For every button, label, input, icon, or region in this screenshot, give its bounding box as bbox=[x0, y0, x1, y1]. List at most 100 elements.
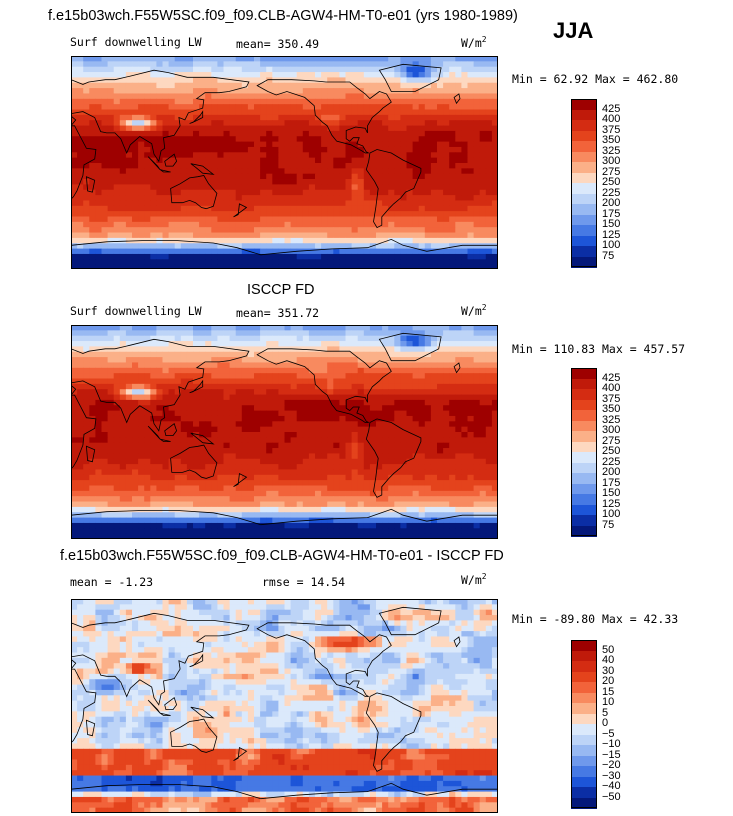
field-cell bbox=[156, 437, 163, 444]
field-cell bbox=[205, 109, 212, 116]
field-cell bbox=[308, 72, 316, 78]
field-cell bbox=[412, 474, 420, 481]
field-cell bbox=[241, 152, 249, 159]
field-cell bbox=[119, 259, 127, 266]
field-cell bbox=[138, 243, 145, 249]
field-cell bbox=[406, 163, 413, 169]
field-cell bbox=[406, 104, 413, 110]
field-cell bbox=[260, 173, 267, 180]
field-cell bbox=[107, 88, 115, 94]
field-cell bbox=[290, 168, 298, 175]
field-cell bbox=[467, 453, 474, 460]
field-cell bbox=[211, 248, 218, 255]
field-cell bbox=[296, 469, 304, 476]
field-cell bbox=[284, 383, 291, 390]
field-cell bbox=[485, 237, 493, 244]
field-cell bbox=[119, 173, 127, 180]
field-cell bbox=[467, 168, 474, 175]
field-cell bbox=[235, 237, 243, 244]
field-cell bbox=[308, 426, 316, 433]
field-cell bbox=[412, 104, 420, 110]
field-cell bbox=[345, 259, 352, 266]
field-cell bbox=[223, 146, 230, 153]
field-cell bbox=[241, 474, 249, 481]
field-cell bbox=[296, 399, 304, 406]
field-cell bbox=[345, 448, 352, 454]
field-cell bbox=[467, 179, 474, 185]
field-cell bbox=[278, 114, 285, 121]
field-cell bbox=[473, 405, 481, 411]
field-cell bbox=[193, 410, 200, 417]
field-cell bbox=[241, 405, 249, 411]
field-cell bbox=[467, 442, 474, 449]
field-cell bbox=[272, 325, 279, 331]
field-cell bbox=[412, 136, 420, 142]
field-cell bbox=[308, 227, 316, 233]
field-cell bbox=[254, 141, 261, 148]
field-cell bbox=[89, 464, 96, 470]
field-cell bbox=[357, 453, 365, 460]
field-cell bbox=[113, 82, 121, 89]
field-cell bbox=[473, 146, 481, 153]
field-cell bbox=[430, 120, 438, 126]
field-cell bbox=[321, 469, 328, 476]
field-cell bbox=[229, 109, 237, 116]
field-cell bbox=[491, 179, 498, 185]
field-cell bbox=[284, 253, 291, 260]
field-cell bbox=[235, 109, 243, 116]
field-cell bbox=[119, 98, 127, 105]
field-cell bbox=[406, 82, 413, 89]
field-cell bbox=[424, 146, 432, 153]
field-cell bbox=[406, 216, 413, 223]
field-cell bbox=[229, 485, 237, 492]
field-cell bbox=[107, 179, 115, 185]
field-cell bbox=[376, 120, 383, 126]
field-cell bbox=[205, 61, 212, 68]
field-cell bbox=[388, 480, 395, 486]
field-cell bbox=[229, 335, 237, 342]
field-cell bbox=[223, 184, 230, 191]
field-cell bbox=[388, 237, 395, 244]
field-cell bbox=[473, 157, 481, 164]
field-cell bbox=[485, 163, 493, 169]
field-cell bbox=[443, 114, 450, 121]
field-cell bbox=[83, 378, 90, 385]
field-cell bbox=[321, 264, 328, 269]
field-cell bbox=[473, 98, 481, 105]
field-cell bbox=[302, 114, 310, 121]
field-cell bbox=[302, 394, 310, 401]
field-cell bbox=[101, 211, 108, 217]
field-cell bbox=[266, 61, 273, 68]
field-cell bbox=[308, 259, 316, 266]
field-cell bbox=[485, 77, 493, 84]
field-cell bbox=[449, 88, 456, 94]
field-cell bbox=[308, 184, 316, 191]
field-cell bbox=[89, 227, 96, 233]
field-cell bbox=[77, 453, 84, 460]
field-cell bbox=[430, 221, 438, 228]
field-cell bbox=[186, 453, 194, 460]
field-cell bbox=[95, 243, 102, 249]
field-cell bbox=[418, 469, 426, 476]
field-cell bbox=[424, 157, 432, 164]
field-cell bbox=[71, 453, 78, 460]
field-cell bbox=[168, 152, 176, 159]
field-cell bbox=[418, 109, 426, 116]
field-cell bbox=[77, 357, 84, 363]
field-cell bbox=[223, 367, 230, 374]
field-cell bbox=[400, 189, 407, 196]
field-cell bbox=[376, 480, 383, 486]
field-cell bbox=[138, 259, 145, 266]
field-cell bbox=[437, 114, 444, 121]
field-cell bbox=[247, 485, 255, 492]
field-cell bbox=[418, 259, 426, 266]
field-cell bbox=[449, 383, 456, 390]
field-cell bbox=[77, 426, 84, 433]
field-cell bbox=[162, 200, 169, 207]
field-cell bbox=[107, 474, 115, 481]
field-cell bbox=[101, 104, 108, 110]
field-cell bbox=[290, 335, 298, 342]
field-cell bbox=[193, 184, 200, 191]
field-cell bbox=[345, 432, 352, 438]
field-cell bbox=[113, 415, 121, 422]
